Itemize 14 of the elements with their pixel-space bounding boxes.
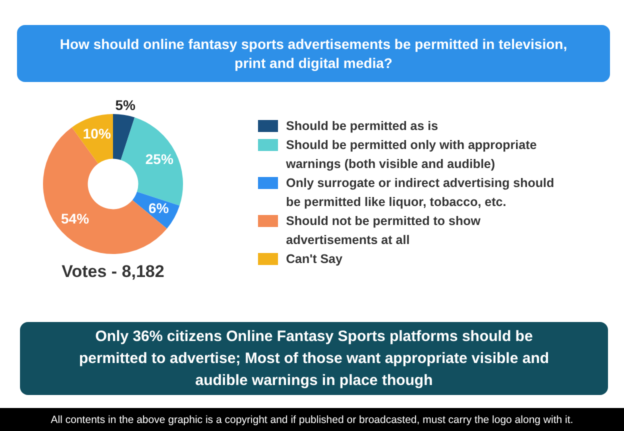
text: All contents in the above graphic is a copyright and if published or broadcasted, must carry the logo along with it. bbox=[0, 408, 624, 431]
data-label: 6% bbox=[148, 200, 170, 216]
data-label: 5% bbox=[115, 96, 136, 113]
text: Only 36% citizens Online Fantasy Sports platforms should be permitted to advertise; Most of those want appropriate visible and audible warnings in place though bbox=[20, 322, 608, 395]
data-label: 54% bbox=[61, 210, 90, 227]
legend-label: Should be permitted only with appropriate warnings (both visible and audible) bbox=[286, 137, 538, 173]
data-label: 10% bbox=[82, 125, 112, 142]
chart-title: How should online fantasy sports advertisements be permitted in television, print and digital media? bbox=[17, 25, 610, 82]
legend-label: Should not be permitted to show advertisements at all bbox=[286, 213, 482, 249]
text: Votes - 8,182 bbox=[60, 262, 166, 282]
legend-label: Should be permitted as is bbox=[286, 118, 438, 135]
legend-label: Only surrogate or indirect advertising should be permitted like liquor, tobacco, etc. bbox=[286, 175, 556, 211]
data-label: 25% bbox=[145, 151, 174, 168]
legend-label: Can't Say bbox=[286, 251, 342, 268]
